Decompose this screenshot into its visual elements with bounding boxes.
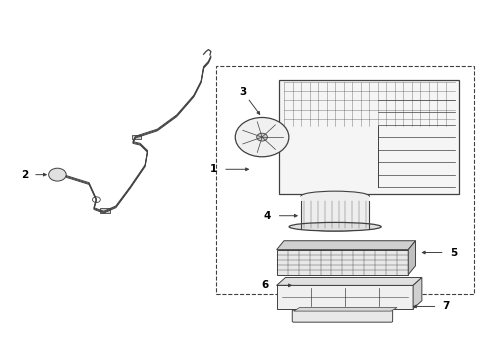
Circle shape — [49, 168, 66, 181]
Text: 6: 6 — [262, 280, 269, 291]
Bar — [100, 208, 110, 213]
Bar — [277, 249, 408, 275]
Text: 1: 1 — [210, 164, 217, 174]
Ellipse shape — [301, 191, 369, 201]
Polygon shape — [408, 241, 416, 275]
Text: 7: 7 — [442, 301, 449, 311]
Bar — [277, 285, 413, 309]
Polygon shape — [413, 278, 422, 309]
Circle shape — [93, 197, 100, 203]
Bar — [132, 135, 141, 139]
Circle shape — [235, 117, 289, 157]
Text: 4: 4 — [263, 211, 270, 221]
Bar — [279, 80, 460, 194]
Polygon shape — [294, 307, 397, 311]
Text: 5: 5 — [450, 248, 457, 257]
Circle shape — [257, 133, 268, 141]
Text: 2: 2 — [21, 170, 28, 180]
Text: 3: 3 — [239, 87, 246, 98]
FancyBboxPatch shape — [292, 310, 392, 322]
Polygon shape — [277, 278, 422, 285]
Ellipse shape — [289, 222, 381, 231]
Ellipse shape — [301, 223, 369, 231]
Bar — [301, 196, 369, 228]
Polygon shape — [277, 241, 416, 249]
Bar — [216, 66, 474, 294]
